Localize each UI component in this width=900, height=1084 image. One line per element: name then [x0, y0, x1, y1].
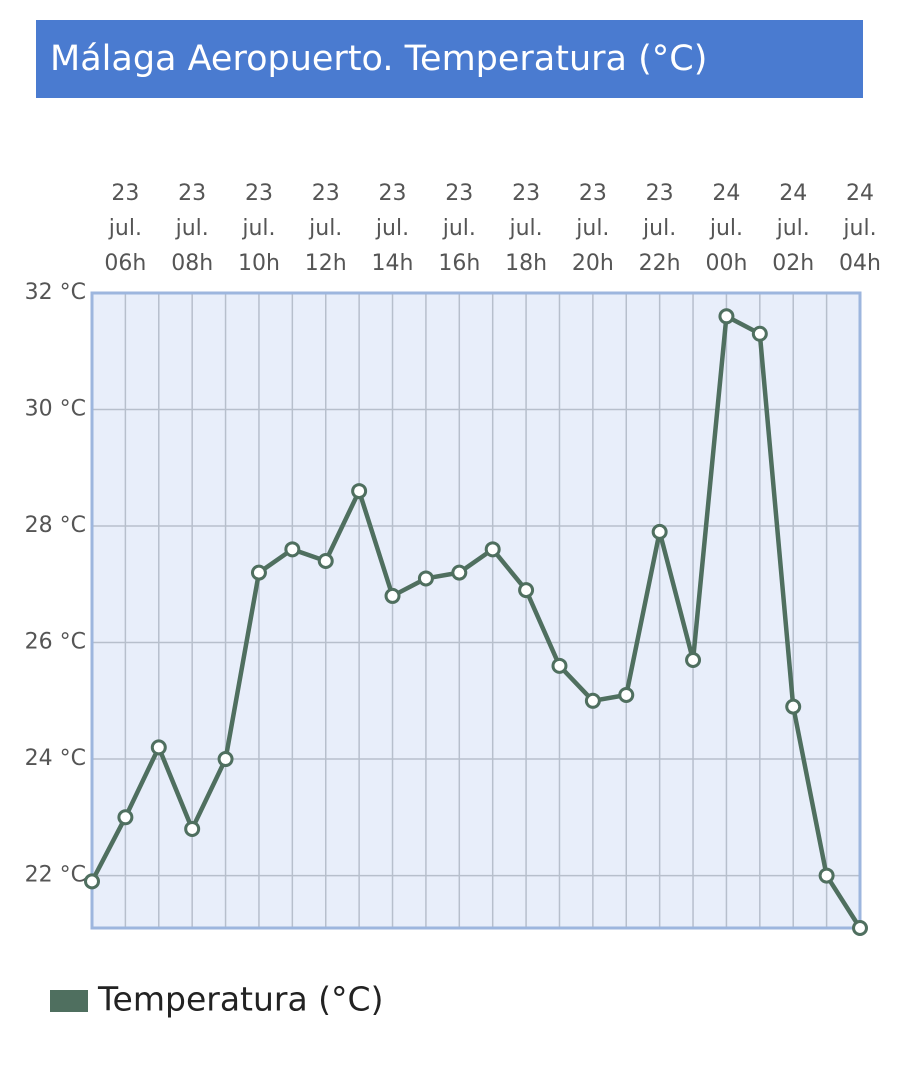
x-tick-label: 23 jul. 22h: [638, 181, 681, 276]
data-point: [250, 564, 267, 581]
data-point: [417, 570, 434, 587]
data-point: [818, 867, 835, 884]
data-point: [685, 652, 702, 669]
y-tick-label: 26 °C: [25, 630, 86, 655]
data-point: [184, 820, 201, 837]
y-tick-label: 28 °C: [25, 513, 86, 538]
data-point: [451, 564, 468, 581]
data-point: [84, 873, 100, 890]
x-tick-label: 23 jul. 12h: [304, 181, 347, 276]
plot-area: [92, 293, 860, 928]
data-point: [551, 657, 568, 674]
legend-label: Temperatura (°C): [97, 980, 383, 1019]
data-point: [518, 582, 535, 599]
data-point: [284, 541, 301, 558]
chart-title: Málaga Aeropuerto. Temperatura (°C): [36, 20, 863, 98]
data-point: [584, 692, 601, 709]
plot-border: [90, 291, 862, 930]
x-tick-label: 23 jul. 18h: [505, 181, 548, 276]
x-tick-label: 24 jul. 00h: [705, 181, 748, 276]
x-tick-label: 24 jul. 02h: [772, 181, 815, 276]
legend-swatch: [50, 990, 88, 1012]
data-point: [852, 920, 868, 936]
data-point: [351, 483, 368, 500]
data-point: [217, 751, 234, 768]
y-tick-label: 30 °C: [25, 397, 86, 422]
y-tick-label: 24 °C: [25, 746, 86, 771]
data-point: [117, 809, 134, 826]
x-tick-label: 23 jul. 06h: [104, 181, 147, 276]
data-point: [618, 686, 635, 703]
x-tick-label: 23 jul. 16h: [438, 181, 481, 276]
y-tick-label: 22 °C: [25, 863, 86, 888]
data-point: [384, 587, 401, 604]
x-tick-label: 23 jul. 10h: [237, 181, 280, 276]
data-point: [751, 325, 768, 342]
data-point: [317, 552, 334, 569]
x-tick-label: 23 jul. 14h: [371, 181, 414, 276]
data-point: [150, 739, 167, 756]
data-point: [785, 698, 802, 715]
data-point: [718, 308, 735, 325]
x-tick-label: 23 jul. 20h: [571, 181, 614, 276]
x-tick-label: 23 jul. 08h: [171, 181, 214, 276]
data-point: [651, 523, 668, 540]
x-tick-label: 24 jul. 04h: [839, 181, 881, 276]
data-point: [484, 541, 501, 558]
y-tick-label: 32 °C: [25, 280, 86, 305]
